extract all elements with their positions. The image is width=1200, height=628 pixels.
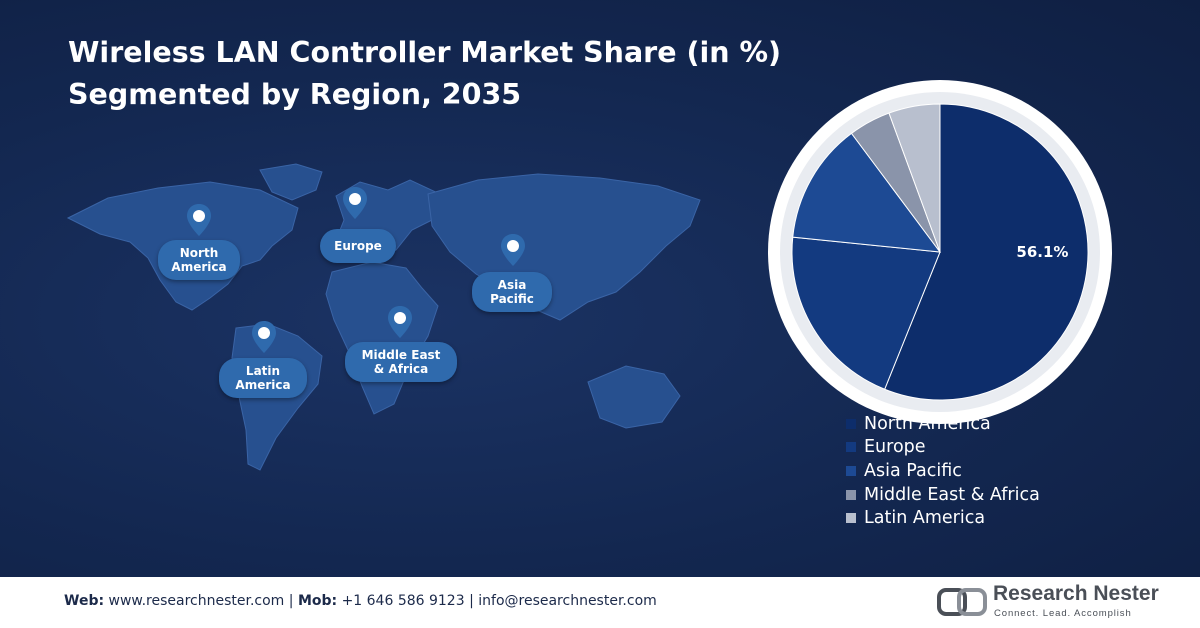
pin-icon (501, 234, 525, 266)
pin-icon (252, 321, 276, 353)
legend-swatch (846, 489, 856, 500)
pie-slice-europe (791, 236, 941, 390)
region-label-line: Pacific (490, 292, 534, 306)
continent-australia (587, 365, 681, 429)
pie-slice-latin-america (888, 103, 941, 253)
pie-chart-svg: 56.1% (768, 80, 1112, 424)
research-nester-logo-icon (937, 588, 987, 616)
legend-item-europe: Europe (846, 436, 1040, 460)
pie-value-label: 56.1% (1016, 243, 1068, 261)
legend-label: Asia Pacific (864, 460, 962, 481)
continent-greenland (259, 163, 323, 201)
region-label-line: North (179, 246, 219, 260)
region-label-north-america: North America (158, 240, 240, 280)
pie-slice-asia-pacific (792, 132, 942, 253)
legend-swatch (846, 513, 856, 524)
footer: Web: www.researchnester.com | Mob: +1 64… (0, 577, 1200, 628)
title-line-2: Segmented by Region, 2035 (68, 78, 522, 111)
legend-label: Europe (864, 437, 926, 458)
region-label-europe: Europe (320, 229, 396, 263)
pin-icon (187, 204, 211, 236)
chart-title: Wireless LAN Controller Market Share (in… (68, 32, 781, 116)
region-label-middle-east-africa: Middle East & Africa (345, 342, 457, 382)
pie-labels: 56.1% (1016, 243, 1068, 261)
region-label-line: & Africa (373, 362, 429, 376)
legend-item-asia-pacific: Asia Pacific (846, 459, 1040, 483)
email-address[interactable]: info@researchnester.com (478, 593, 657, 609)
pin-icon (343, 187, 367, 219)
region-label-line: Asia (497, 278, 527, 292)
legend-item-north-america: North America (846, 412, 1040, 436)
chart-legend: North America Europe Asia Pacific Middle Ea… (846, 412, 1040, 530)
contact-info: Web: www.researchnester.com | Mob: +1 64… (64, 593, 657, 609)
legend-label: Middle East & Africa (864, 484, 1040, 505)
chart-panel: Wireless LAN Controller Market Share (in… (0, 0, 1200, 577)
legend-swatch (846, 465, 856, 476)
region-label-latin-america: Latin America (219, 358, 307, 398)
brand-name: Research Nester (993, 582, 1159, 605)
region-label-asia-pacific: Asia Pacific (472, 272, 552, 312)
brand-tagline: Connect. Lead. Accomplish (994, 608, 1132, 619)
web-label: Web: (64, 593, 105, 609)
pie-slice-north-america (883, 103, 1089, 401)
legend-label: Latin America (864, 508, 986, 529)
mob-label: Mob: (297, 593, 338, 609)
region-label-line: America (171, 260, 227, 274)
legend-item-middle-east-africa: Middle East & Africa (846, 483, 1040, 507)
web-url[interactable]: www.researchnester.com (108, 593, 285, 609)
separator: | (288, 593, 294, 609)
legend-swatch (846, 442, 856, 453)
phone-number: +1 646 586 9123 (341, 593, 465, 609)
region-label-line: Europe (334, 239, 382, 253)
pie-chart: 56.1% (768, 80, 1112, 424)
region-label-line: Middle East (361, 348, 441, 362)
legend-item-latin-america: Latin America (846, 506, 1040, 530)
separator: | (469, 593, 474, 609)
continent-africa (325, 261, 439, 415)
pin-icon (388, 306, 412, 338)
continent-asia (427, 173, 701, 321)
title-line-1: Wireless LAN Controller Market Share (in… (68, 36, 782, 69)
legend-swatch (846, 418, 856, 429)
region-label-line: Latin (245, 364, 281, 378)
pie-slices (791, 103, 1089, 401)
legend-label: North America (864, 413, 991, 434)
region-label-line: America (235, 378, 291, 392)
